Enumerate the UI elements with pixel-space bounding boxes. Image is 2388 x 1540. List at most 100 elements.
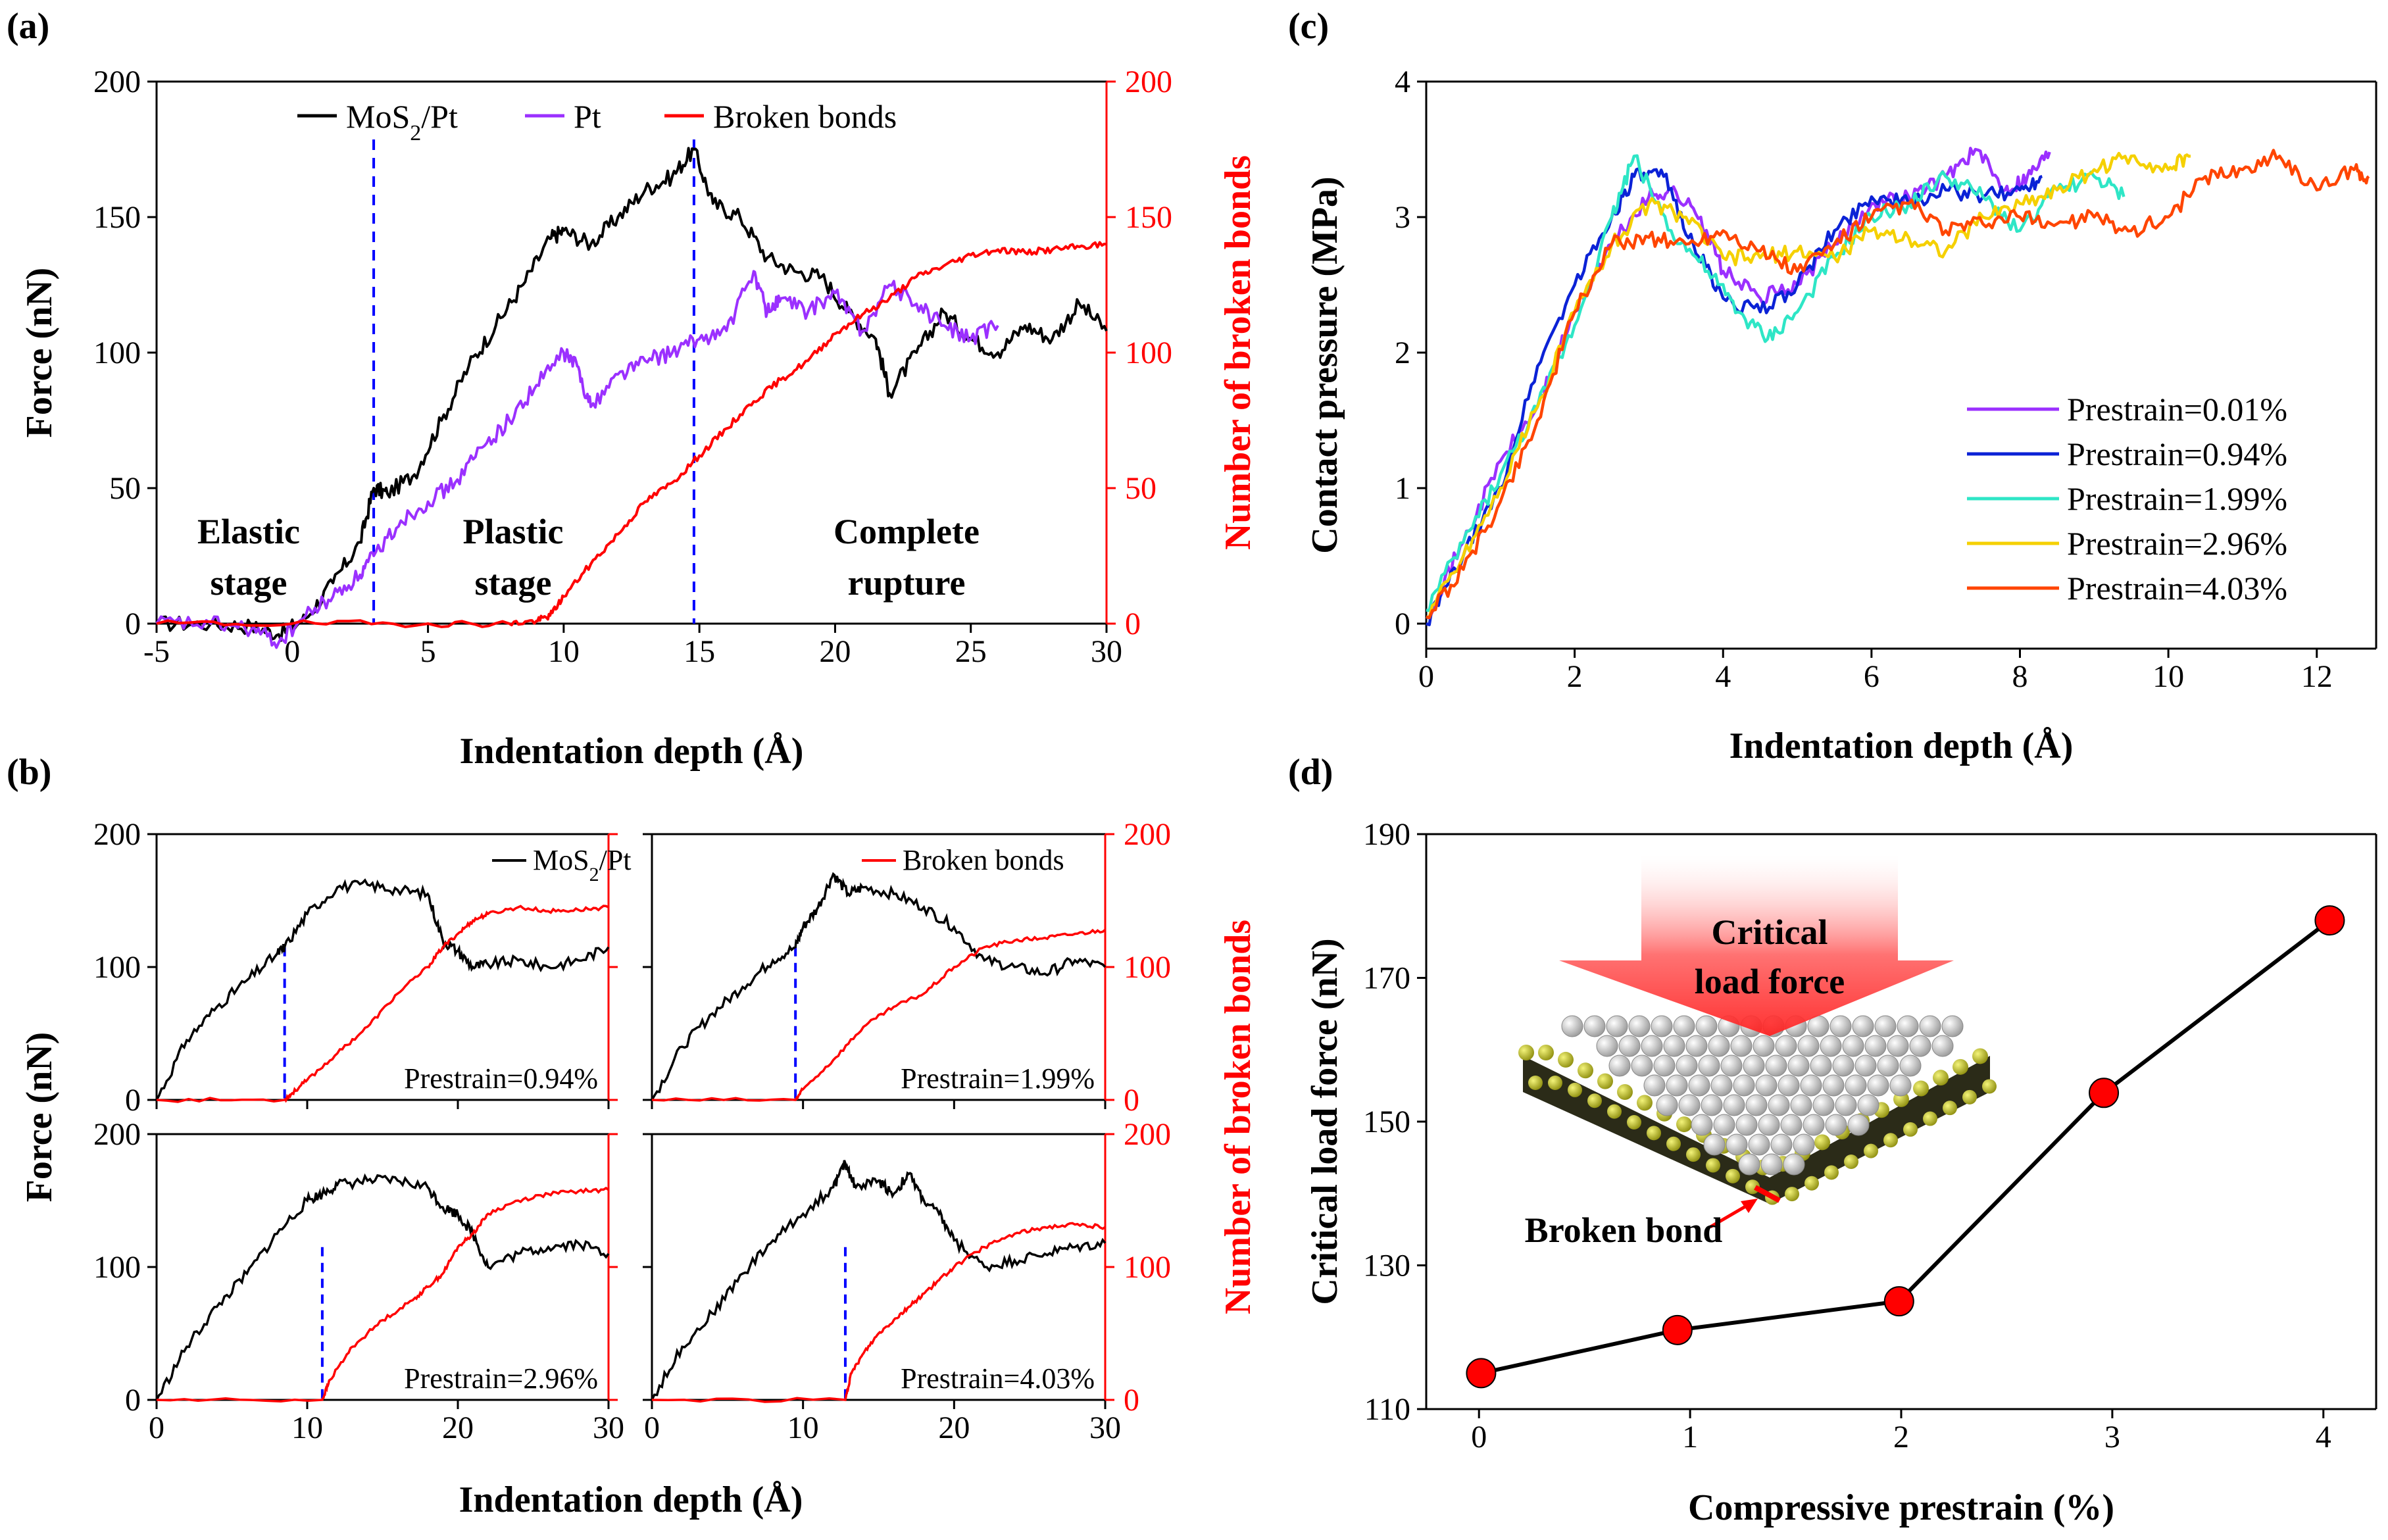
- b4-prestrain-label: Prestrain=4.03%: [901, 1362, 1095, 1395]
- panel-c: (c) 0 2 4 6 8 10 1201234Prestrain=0.01%Prestra…: [1288, 6, 2377, 766]
- inset-s-atom: [1923, 1111, 1937, 1126]
- c-legend-label-p001: Prestrain=0.01%: [2067, 391, 2287, 428]
- b-y-axis-title-right: Number of broken bonds: [1218, 920, 1258, 1314]
- inset-pt-atom: [1897, 1015, 1919, 1037]
- a-y-tick-label: 50: [109, 471, 141, 506]
- b4-y-tick-label-right: 200: [1124, 1117, 1171, 1152]
- inset-pt-atom: [1678, 1094, 1701, 1116]
- b4-x-tick-label: 10: [787, 1410, 819, 1445]
- inset-pt-atom: [1753, 1035, 1775, 1057]
- inset-s-atom: [1933, 1070, 1949, 1086]
- a-y-tick-label: 0: [125, 607, 141, 641]
- b3-y-tick-label: 100: [93, 1250, 141, 1285]
- a-legend-pt-label: Pt: [574, 98, 601, 135]
- inset-s-atom: [1686, 1147, 1701, 1162]
- inset-s-atom: [1953, 1058, 1968, 1075]
- b2-y-tick-label-right: 0: [1124, 1083, 1139, 1118]
- inset-pt-atom: [1832, 1055, 1854, 1077]
- a-legend-mos2-label: MoS2/Pt: [346, 98, 458, 145]
- a-stage-elastic-line2: stage: [211, 563, 287, 603]
- inset-pt-atom: [1733, 1074, 1755, 1097]
- inset-pt-atom: [1778, 1074, 1800, 1097]
- inset-pt-atom: [1726, 1133, 1748, 1156]
- inset-pt-atom: [1864, 1035, 1887, 1057]
- inset-pt-atom: [1847, 1114, 1870, 1136]
- a-x-tick-label: 10: [548, 634, 580, 669]
- a-y-axis-title: Force (nN): [19, 268, 60, 438]
- inset-s-atom: [1647, 1126, 1661, 1141]
- c-x-tick-label: 0: [1418, 659, 1434, 694]
- inset-s-atom: [1518, 1045, 1534, 1060]
- inset-pt-atom: [1608, 1055, 1631, 1077]
- inset-pt-atom: [1790, 1094, 1812, 1116]
- inset-pt-atom: [1822, 1074, 1845, 1097]
- inset-pt-atom: [1676, 1055, 1698, 1077]
- b-legend-mos2-label: MoS2/Pt: [533, 844, 632, 885]
- b4-y-tick-label-right: 0: [1124, 1383, 1139, 1418]
- inset-pt-atom: [1941, 1015, 1964, 1037]
- inset-s-atom: [1913, 1080, 1929, 1097]
- inset-arrow-label-2: load force: [1695, 962, 1845, 1001]
- inset-pt-atom: [1797, 1035, 1820, 1057]
- inset-pt-atom: [1783, 1153, 1805, 1176]
- c-series-p001: [1426, 147, 2051, 620]
- inset-pt-atom: [1713, 1114, 1735, 1136]
- inset-pt-atom: [1738, 1153, 1760, 1176]
- inset-pt-atom: [1651, 1015, 1673, 1037]
- panel-c-label: (c): [1288, 6, 1329, 47]
- b1-prestrain-label: Prestrain=0.94%: [404, 1062, 598, 1095]
- d-x-axis-title: Compressive prestrain (%): [1688, 1487, 2114, 1528]
- inset-s-atom: [1864, 1143, 1878, 1158]
- inset-pt-atom: [1909, 1035, 1931, 1057]
- inset-s-atom: [1578, 1062, 1593, 1079]
- b4-x-tick-label: 20: [938, 1410, 970, 1445]
- inset-pt-atom: [1758, 1114, 1780, 1136]
- inset-pt-atom: [1685, 1035, 1708, 1057]
- inset-pt-atom: [1760, 1153, 1783, 1176]
- inset-pt-atom: [1653, 1055, 1676, 1077]
- b3-x-tick-label: 20: [442, 1410, 474, 1445]
- inset-s-atom: [1844, 1155, 1858, 1169]
- a-x-axis-title: Indentation depth (Å): [460, 731, 804, 772]
- a-x-tick-label: 20: [819, 634, 851, 669]
- b3-x-tick-label: 30: [593, 1410, 624, 1445]
- inset-s-atom: [1962, 1089, 1977, 1105]
- inset-s-atom: [1706, 1158, 1720, 1173]
- inset-s-atom: [1883, 1133, 1898, 1148]
- inset-pt-atom: [1775, 1035, 1797, 1057]
- inset-pt-atom: [1803, 1114, 1825, 1136]
- b2-subplot: 0 100 200 Prestrain=1.99%: [643, 817, 1171, 1118]
- b1-y-tick-label: 200: [93, 817, 141, 852]
- d-y-tick-label: 130: [1363, 1249, 1410, 1283]
- d-x-tick-label: 1: [1682, 1420, 1698, 1454]
- d-y-tick-label: 190: [1363, 817, 1410, 852]
- d-x-tick-label: 2: [1893, 1420, 1909, 1454]
- a-y-tick-label-right: 200: [1125, 64, 1172, 99]
- b3-bonds-series: [156, 1186, 610, 1403]
- inset-pt-atom: [1735, 1114, 1758, 1136]
- inset-broken-bond: [1754, 1185, 1781, 1203]
- a-legend-mos2-subscript: 2: [410, 121, 421, 145]
- c-y-tick-label: 1: [1395, 471, 1410, 506]
- inset-pt-atom: [1812, 1094, 1835, 1116]
- inset-s-atom: [1666, 1136, 1681, 1151]
- inset-pt-atom: [1688, 1074, 1710, 1097]
- a-series-broken-bonds: [156, 241, 1107, 628]
- c-y-tick-label: 3: [1395, 200, 1410, 235]
- inset-pt-atom: [1852, 1015, 1874, 1037]
- a-stage-plastic-line2: stage: [475, 563, 552, 603]
- inset-s-atom: [1607, 1104, 1622, 1119]
- inset-pt-atom: [1845, 1074, 1867, 1097]
- c-legend-label-p199: Prestrain=1.99%: [2067, 480, 2287, 517]
- inset-pt-atom: [1887, 1035, 1909, 1057]
- c-y-tick-label: 0: [1395, 607, 1410, 641]
- inset-pt-atom: [1596, 1035, 1618, 1057]
- inset-s-atom: [1637, 1095, 1653, 1111]
- a-legend-bonds-label: Broken bonds: [713, 98, 897, 135]
- d-data-point: [1466, 1358, 1497, 1389]
- d-data-point: [1883, 1286, 1914, 1317]
- a-y-tick-label-right: 150: [1125, 200, 1172, 235]
- d-x-tick-label: 3: [2104, 1420, 2120, 1454]
